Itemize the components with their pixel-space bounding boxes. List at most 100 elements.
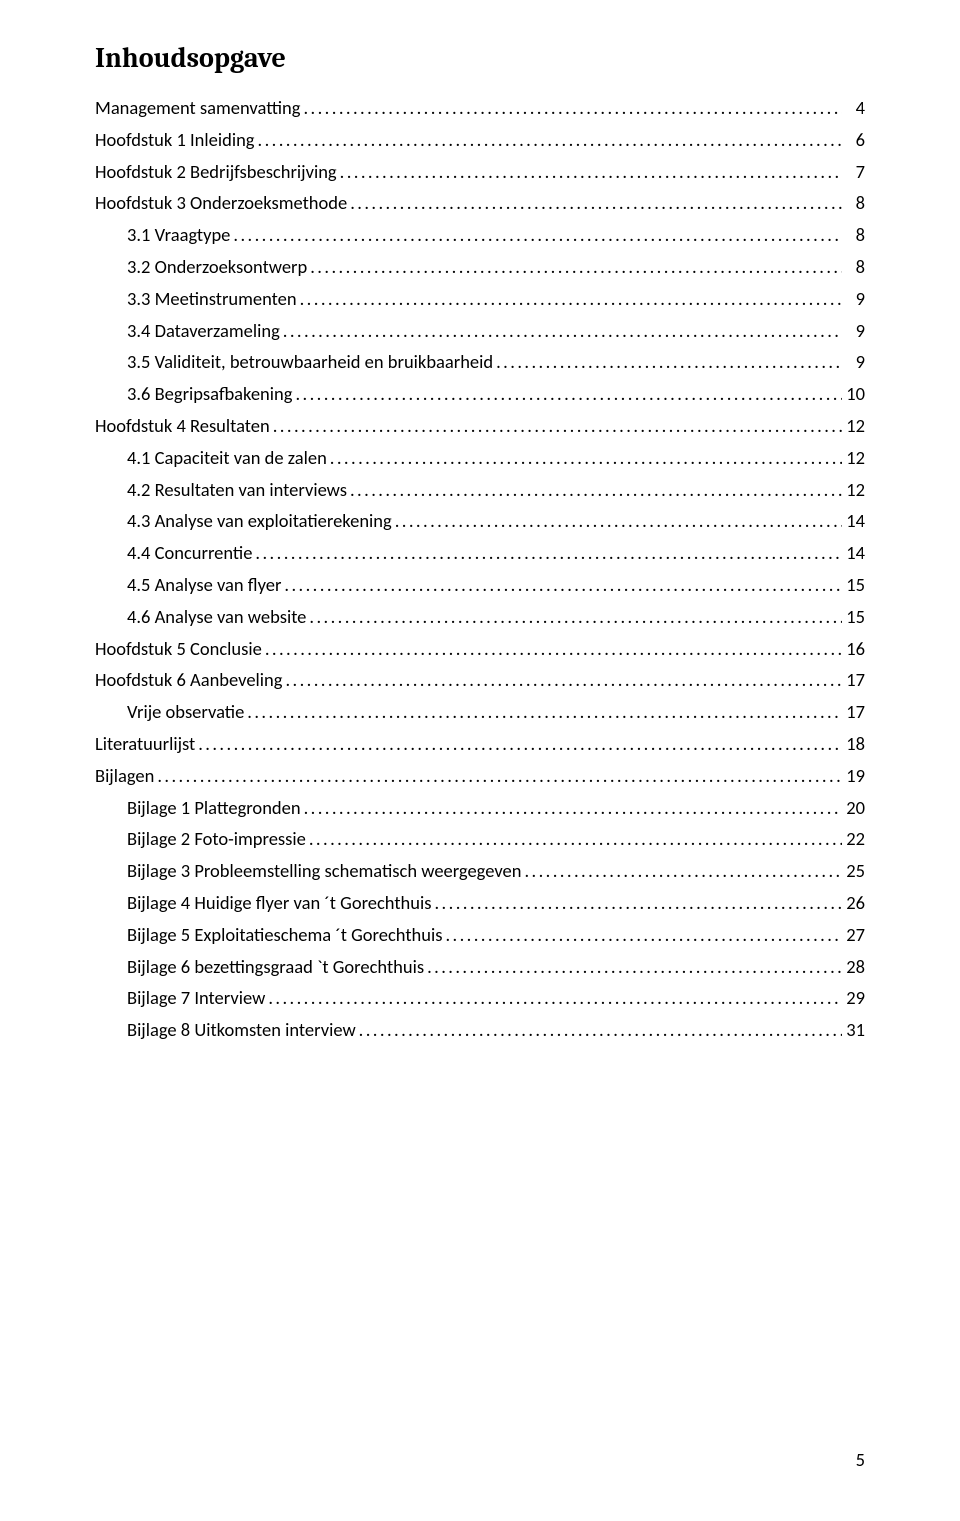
- toc-entry-page: 6: [845, 131, 865, 150]
- toc-leader-dots: [265, 640, 842, 659]
- toc-entry-label: Bijlage 4 Huidige flyer van ´t Gorechthu…: [127, 894, 431, 913]
- toc-entry: 3.3 Meetinstrumenten 9: [95, 290, 865, 309]
- toc-entry: 4.6 Analyse van website 15: [95, 608, 865, 627]
- toc-entry: 3.1 Vraagtype 8: [95, 226, 865, 245]
- toc-leader-dots: [284, 576, 842, 595]
- toc-entry: 4.1 Capaciteit van de zalen 12: [95, 449, 865, 468]
- toc-entry-label: Hoofdstuk 3 Onderzoeksmethode: [95, 194, 347, 213]
- toc-entry-label: Bijlage 2 Foto-impressie: [127, 830, 306, 849]
- toc-entry-page: 14: [845, 512, 865, 531]
- document-page: Inhoudsopgave Management samenvatting 4H…: [0, 0, 960, 1521]
- toc-entry-label: Hoofdstuk 1 Inleiding: [95, 131, 255, 150]
- toc-leader-dots: [255, 544, 842, 563]
- toc-entry-label: 3.3 Meetinstrumenten: [127, 290, 297, 309]
- toc-entry-label: Bijlage 1 Plattegronden: [127, 799, 301, 818]
- toc-entry-label: 4.2 Resultaten van interviews: [127, 481, 347, 500]
- toc-entry-label: 3.1 Vraagtype: [127, 226, 230, 245]
- toc-entry-page: 17: [845, 703, 865, 722]
- toc-entry-page: 8: [845, 194, 865, 213]
- toc-entry-page: 12: [845, 449, 865, 468]
- toc-entry-label: 4.3 Analyse van exploitatierekening: [127, 512, 392, 531]
- toc-entry-label: 3.4 Dataverzameling: [127, 322, 280, 341]
- toc-entry-label: Hoofdstuk 4 Resultaten: [95, 417, 270, 436]
- toc-entry-page: 25: [845, 862, 865, 881]
- toc-entry-label: Bijlage 7 Interview: [127, 989, 265, 1008]
- toc-leader-dots: [434, 894, 842, 913]
- toc-entry-label: Bijlage 5 Exploitatieschema ´t Gorechthu…: [127, 926, 442, 945]
- toc-entry-label: Bijlagen: [95, 767, 154, 786]
- toc-entry-page: 10: [845, 385, 865, 404]
- toc-entry: Management samenvatting 4: [95, 99, 865, 118]
- toc-entry: Hoofdstuk 1 Inleiding 6: [95, 131, 865, 150]
- toc-entry-page: 26: [845, 894, 865, 913]
- toc-entry-page: 8: [845, 258, 865, 277]
- toc-entry-label: Hoofdstuk 6 Aanbeveling: [95, 671, 282, 690]
- toc-entry-page: 18: [845, 735, 865, 754]
- toc-entry-page: 4: [845, 99, 865, 118]
- toc-entry-page: 28: [845, 958, 865, 977]
- toc-leader-dots: [427, 958, 842, 977]
- toc-entry-page: 15: [845, 608, 865, 627]
- toc-leader-dots: [198, 735, 842, 754]
- toc-entry: 3.4 Dataverzameling 9: [95, 322, 865, 341]
- toc-entry-page: 9: [845, 322, 865, 341]
- toc-entry-page: 22: [845, 830, 865, 849]
- toc-entry-label: 4.1 Capaciteit van de zalen: [127, 449, 327, 468]
- toc-leader-dots: [310, 258, 842, 277]
- toc-entry: 4.5 Analyse van flyer 15: [95, 576, 865, 595]
- toc-entry-page: 27: [845, 926, 865, 945]
- toc-entry: Bijlage 6 bezettingsgraad `t Gorechthuis…: [95, 958, 865, 977]
- toc-leader-dots: [295, 385, 842, 404]
- table-of-contents: Management samenvatting 4 Hoofdstuk 1 Inl…: [95, 99, 865, 1040]
- toc-entry: Bijlage 1 Plattegronden 20: [95, 799, 865, 818]
- toc-leader-dots: [395, 512, 842, 531]
- toc-entry-label: Hoofdstuk 2 Bedrijfsbeschrijving: [95, 163, 337, 182]
- toc-entry: Bijlage 3 Probleemstelling schematisch w…: [95, 862, 865, 881]
- toc-entry-label: Literatuurlijst: [95, 735, 195, 754]
- toc-entry-page: 7: [845, 163, 865, 182]
- toc-entry-label: 3.2 Onderzoeksontwerp: [127, 258, 307, 277]
- toc-entry: Literatuurlijst 18: [95, 735, 865, 754]
- toc-leader-dots: [247, 703, 842, 722]
- toc-entry-label: 4.6 Analyse van website: [127, 608, 306, 627]
- toc-leader-dots: [273, 417, 842, 436]
- toc-leader-dots: [350, 481, 842, 500]
- toc-entry-label: Bijlage 8 Uitkomsten interview: [127, 1021, 356, 1040]
- toc-entry: Bijlagen 19: [95, 767, 865, 786]
- toc-entry: Bijlage 5 Exploitatieschema ´t Gorechthu…: [95, 926, 865, 945]
- toc-leader-dots: [309, 608, 842, 627]
- toc-entry-page: 17: [845, 671, 865, 690]
- toc-leader-dots: [268, 989, 842, 1008]
- toc-leader-dots: [300, 290, 842, 309]
- toc-entry: 4.2 Resultaten van interviews 12: [95, 481, 865, 500]
- toc-entry-page: 20: [845, 799, 865, 818]
- toc-entry-page: 29: [845, 989, 865, 1008]
- toc-entry-page: 9: [845, 353, 865, 372]
- toc-leader-dots: [340, 163, 842, 182]
- toc-leader-dots: [304, 799, 842, 818]
- toc-entry-label: Bijlage 6 bezettingsgraad `t Gorechthuis: [127, 958, 424, 977]
- toc-entry: Bijlage 2 Foto-impressie 22: [95, 830, 865, 849]
- toc-leader-dots: [309, 830, 842, 849]
- toc-entry: Hoofdstuk 4 Resultaten 12: [95, 417, 865, 436]
- toc-entry-page: 16: [845, 640, 865, 659]
- toc-entry-page: 15: [845, 576, 865, 595]
- toc-entry-page: 31: [845, 1021, 865, 1040]
- toc-leader-dots: [258, 131, 843, 150]
- toc-leader-dots: [233, 226, 842, 245]
- toc-entry: Bijlage 8 Uitkomsten interview 31: [95, 1021, 865, 1040]
- toc-leader-dots: [445, 926, 842, 945]
- toc-entry-page: 8: [845, 226, 865, 245]
- page-number: 5: [856, 1448, 865, 1471]
- toc-entry-label: Bijlage 3 Probleemstelling schematisch w…: [127, 862, 521, 881]
- toc-leader-dots: [350, 194, 842, 213]
- toc-entry-label: Hoofdstuk 5 Conclusie: [95, 640, 262, 659]
- toc-leader-dots: [524, 862, 842, 881]
- toc-entry-page: 12: [845, 481, 865, 500]
- toc-entry: Bijlage 4 Huidige flyer van ´t Gorechthu…: [95, 894, 865, 913]
- toc-leader-dots: [283, 322, 842, 341]
- toc-entry-page: 12: [845, 417, 865, 436]
- toc-entry: 3.5 Validiteit, betrouwbaarheid en bruik…: [95, 353, 865, 372]
- toc-entry-label: Management samenvatting: [95, 99, 300, 118]
- toc-entry: Hoofdstuk 5 Conclusie 16: [95, 640, 865, 659]
